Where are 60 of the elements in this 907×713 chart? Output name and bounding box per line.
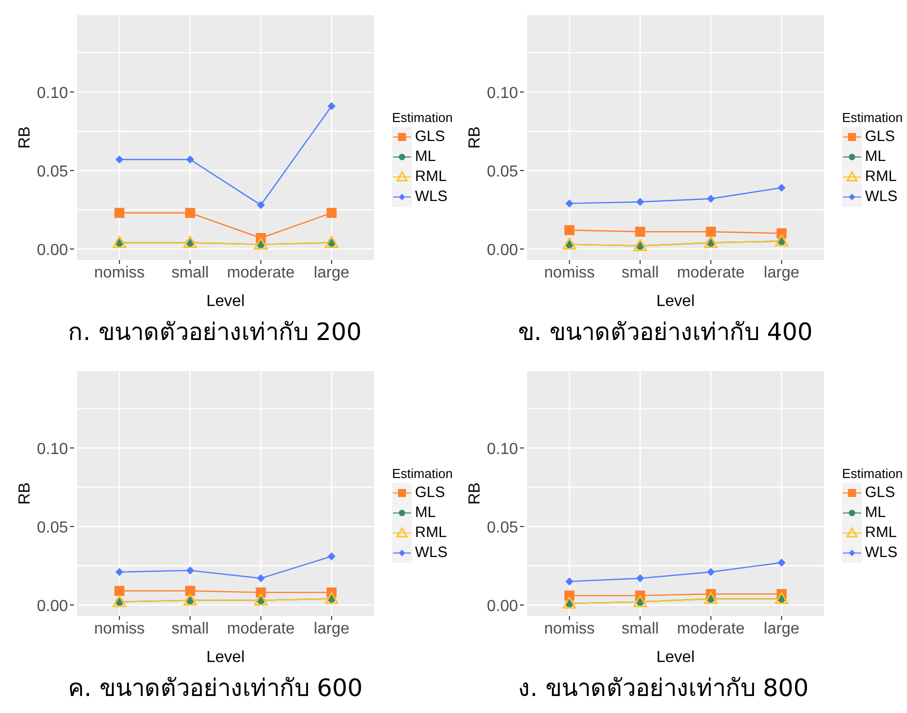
y-tick-label: 0.00	[36, 242, 68, 260]
y-axis-title: RB	[466, 126, 484, 149]
legend-label: RML	[865, 168, 897, 185]
x-tick-label: moderate	[227, 264, 295, 282]
legend-label: WLS	[865, 188, 898, 205]
legend-title: Estimation	[842, 110, 904, 124]
legend-label: RML	[865, 524, 897, 541]
y-axis-title: RB	[16, 126, 34, 149]
y-tick-label: 0.05	[36, 163, 68, 180]
legend-label: ML	[865, 504, 886, 521]
x-tick-label: small	[171, 620, 209, 638]
legend-label: ML	[865, 148, 886, 165]
text: ง. ขนาดตัวอย่างเท่ากับ 800	[518, 673, 809, 704]
x-tick-label: small	[621, 264, 659, 282]
x-tick-label: moderate	[227, 620, 295, 638]
x-tick-label: large	[764, 620, 800, 638]
y-tick-label: 0.00	[36, 598, 68, 616]
y-axis-title: RB	[466, 482, 484, 505]
y-tick-label: 0.10	[36, 440, 68, 458]
y-tick-label: 0.10	[486, 440, 518, 458]
legend-label: GLS	[415, 484, 446, 501]
x-axis-title: Level	[656, 649, 695, 666]
x-tick-label: nomiss	[544, 264, 595, 282]
x-tick-label: small	[621, 620, 659, 638]
legend-label: RML	[415, 524, 447, 541]
y-tick-label: 0.05	[486, 519, 518, 536]
legend-label: RML	[415, 168, 447, 185]
legend-label: ML	[415, 148, 436, 165]
y-tick-label: 0.05	[486, 163, 518, 180]
y-axis-title: RB	[16, 482, 34, 505]
x-tick-label: small	[171, 264, 209, 282]
legend-label: GLS	[865, 484, 896, 501]
legend-label: WLS	[415, 188, 448, 205]
x-axis-title: Level	[656, 293, 695, 310]
legend-title: Estimation	[842, 466, 904, 480]
x-tick-label: nomiss	[94, 264, 145, 282]
text: ก. ขนาดตัวอย่างเท่ากับ 200	[68, 317, 362, 348]
y-tick-label: 0.10	[36, 84, 68, 102]
y-tick-label: 0.00	[486, 598, 518, 616]
x-tick-label: large	[764, 264, 800, 282]
x-tick-label: nomiss	[544, 620, 595, 638]
y-tick-label: 0.10	[486, 84, 518, 102]
text: ข. ขนาดตัวอย่างเท่ากับ 400	[518, 317, 813, 348]
legend-title: Estimation	[392, 110, 454, 124]
legend-label: GLS	[415, 128, 446, 145]
legend-label: WLS	[415, 544, 448, 561]
x-tick-label: moderate	[677, 620, 745, 638]
text: ค. ขนาดตัวอย่างเท่ากับ 600	[68, 673, 363, 704]
x-axis-title: Level	[206, 293, 245, 310]
x-tick-label: nomiss	[94, 620, 145, 638]
y-tick-label: 0.00	[486, 242, 518, 260]
x-tick-label: large	[314, 620, 350, 638]
y-tick-label: 0.05	[36, 519, 68, 536]
x-tick-label: large	[314, 264, 350, 282]
legend-label: WLS	[865, 544, 898, 561]
x-tick-label: moderate	[677, 264, 745, 282]
legend-title: Estimation	[392, 466, 454, 480]
x-axis-title: Level	[206, 649, 245, 666]
legend-label: GLS	[865, 128, 896, 145]
legend-label: ML	[415, 504, 436, 521]
